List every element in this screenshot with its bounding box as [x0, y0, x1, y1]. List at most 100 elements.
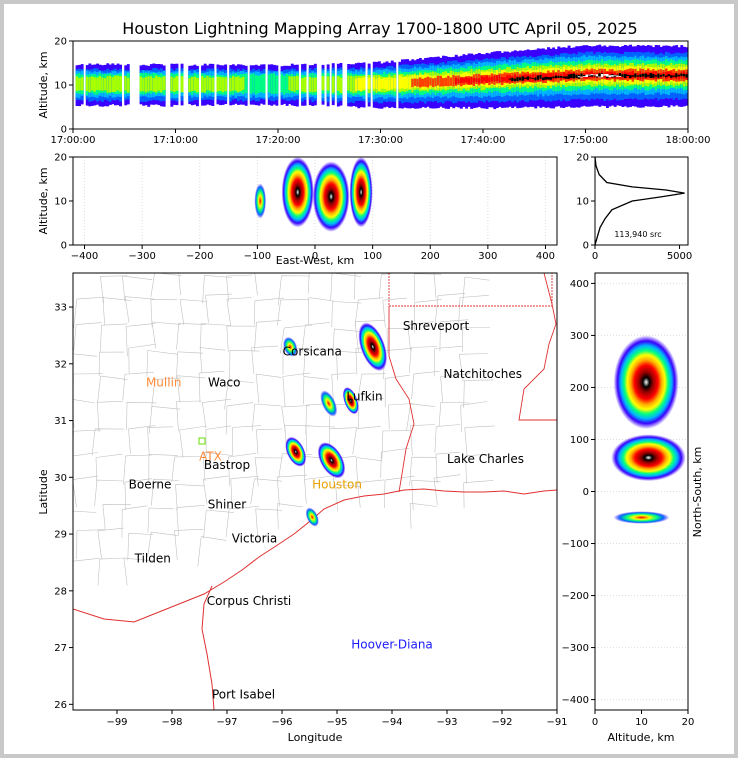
county-boundary — [276, 474, 308, 507]
plan-view-storm-cells — [283, 322, 388, 527]
density-column — [547, 77, 550, 80]
altitude-east-west-panel: −400 −300 −200 −100 0 100 200 300 400 0 10 20 East-… — [37, 153, 558, 267]
density-column — [577, 76, 581, 78]
xtick-label: 0 — [592, 251, 598, 262]
county-boundary — [174, 529, 204, 561]
ytick-label: 33 — [54, 303, 67, 314]
density-column — [303, 77, 307, 93]
place-label: Shiner — [208, 498, 247, 512]
north-south-ticks: −400 −300 −200 −100 0 100 200 300 400 0 10 20 — [562, 279, 695, 728]
density-column — [641, 73, 645, 77]
xtick-label: 17:10:00 — [153, 135, 198, 146]
xtick-label: −94 — [381, 717, 402, 728]
county-boundary — [411, 371, 440, 400]
place-label: Waco — [208, 376, 240, 390]
county-boundary — [386, 327, 414, 354]
storm-cluster — [613, 335, 679, 430]
county-boundary — [439, 319, 469, 352]
altitude-distribution-line — [594, 156, 685, 246]
figure-title: Houston Lightning Mapping Array 1700-180… — [122, 19, 637, 38]
ytick-label: −100 — [562, 539, 589, 550]
county-boundary — [459, 353, 488, 382]
xtick-label: 18:00:00 — [666, 135, 711, 146]
density-column — [508, 75, 512, 82]
density-column — [231, 76, 235, 91]
altitude-time-density — [75, 44, 688, 110]
density-column — [544, 76, 548, 80]
density-column — [452, 75, 456, 87]
county-boundary — [205, 425, 232, 457]
mississippi-river-border — [518, 273, 557, 421]
xtick-label: −100 — [244, 251, 271, 262]
county-boundary — [408, 346, 438, 373]
county-boundary — [73, 452, 99, 457]
county-boundary — [256, 428, 283, 455]
density-column — [526, 76, 530, 80]
density-column — [593, 74, 597, 76]
density-column — [90, 76, 94, 91]
county-boundary — [409, 502, 437, 529]
density-column — [219, 76, 222, 91]
state-border-ar — [388, 273, 553, 307]
density-column — [621, 74, 625, 77]
density-column — [101, 77, 105, 91]
density-column — [88, 77, 92, 93]
density-column — [142, 77, 146, 92]
county-boundary — [433, 474, 461, 506]
county-boundary — [151, 478, 179, 506]
density-column — [600, 74, 604, 78]
density-column — [636, 75, 640, 77]
density-column — [349, 75, 353, 92]
xtick-label: −92 — [491, 717, 512, 728]
density-column — [78, 77, 81, 91]
density-column — [85, 76, 89, 92]
storm-cluster — [312, 161, 350, 232]
ytick-label: −400 — [562, 695, 589, 706]
density-column — [301, 78, 304, 92]
density-column — [626, 74, 630, 76]
lma-figure: Houston Lightning Mapping Array 1700-180… — [4, 4, 734, 754]
county-boundary — [383, 348, 413, 380]
xtick-label: 10 — [635, 717, 648, 728]
ytick-label: 200 — [570, 383, 589, 394]
density-column — [193, 76, 197, 91]
county-boundary — [205, 293, 232, 323]
density-column — [295, 75, 299, 91]
state-border-tx-la — [388, 306, 415, 493]
plan-view-ticks: −99 −98 −97 −96 −95 −94 −93 −92 −91 26 27 28 29 30 31 3… — [54, 303, 567, 728]
density-column — [313, 77, 317, 92]
density-column — [618, 73, 622, 76]
density-column — [413, 78, 417, 86]
density-column — [267, 74, 271, 93]
county-boundary — [354, 320, 385, 352]
density-column — [590, 74, 594, 76]
county-boundary — [147, 531, 178, 557]
density-column — [308, 76, 312, 92]
county-boundary — [125, 323, 156, 357]
county-boundary — [171, 456, 201, 482]
county-boundary — [121, 505, 148, 538]
xtick-label: 0 — [592, 717, 598, 728]
ytick-label: 30 — [54, 473, 67, 484]
county-boundary — [200, 323, 232, 351]
density-column — [280, 74, 284, 93]
xtick-label: 20 — [682, 717, 695, 728]
density-column — [536, 75, 540, 80]
place-label: Houston — [312, 478, 362, 492]
storm-cluster — [254, 183, 267, 219]
county-boundary — [280, 324, 313, 354]
county-boundary — [178, 273, 181, 296]
county-boundary — [303, 349, 333, 377]
density-column — [336, 76, 340, 91]
density-column — [203, 77, 207, 93]
density-column — [347, 75, 351, 91]
density-column — [631, 75, 635, 77]
county-boundary — [308, 297, 334, 325]
altitude-east-west-density — [254, 157, 373, 232]
storm-cluster — [349, 157, 373, 228]
county-boundary — [98, 351, 124, 377]
ytick-label: 100 — [570, 435, 589, 446]
xtick-label: −97 — [216, 717, 237, 728]
county-boundary — [147, 426, 174, 456]
density-column — [500, 77, 504, 82]
